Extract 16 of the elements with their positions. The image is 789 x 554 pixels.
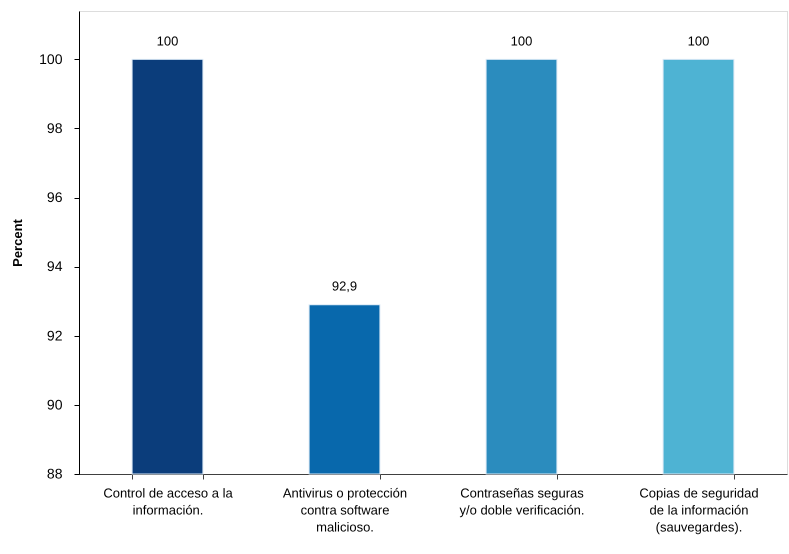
x-tick-label: Antivirus o protección contra software malicioso. [282,486,408,534]
y-tick-label: 100 [39,50,63,67]
data-label: 100 [156,33,178,48]
x-tick-label: Copias de seguridad de la información (sauvegardes). [639,486,759,534]
y-tick-label: 96 [46,189,63,206]
data-label: 100 [510,33,532,48]
data-label: 92,9 [332,278,358,294]
x-tick-label: Contraseñas seguras y/o doble verificación. [459,486,585,518]
y-axis-title: Percent [10,218,26,267]
y-tick-label: 90 [46,396,63,412]
y-tick-label: 88 [46,466,63,482]
x-tick-label: Control de acceso a la información. [103,486,234,518]
data-label: 100 [688,33,710,48]
y-tick-label: 98 [46,120,63,136]
y-tick-label: 94 [46,258,63,274]
y-tick-label: 92 [46,327,63,344]
